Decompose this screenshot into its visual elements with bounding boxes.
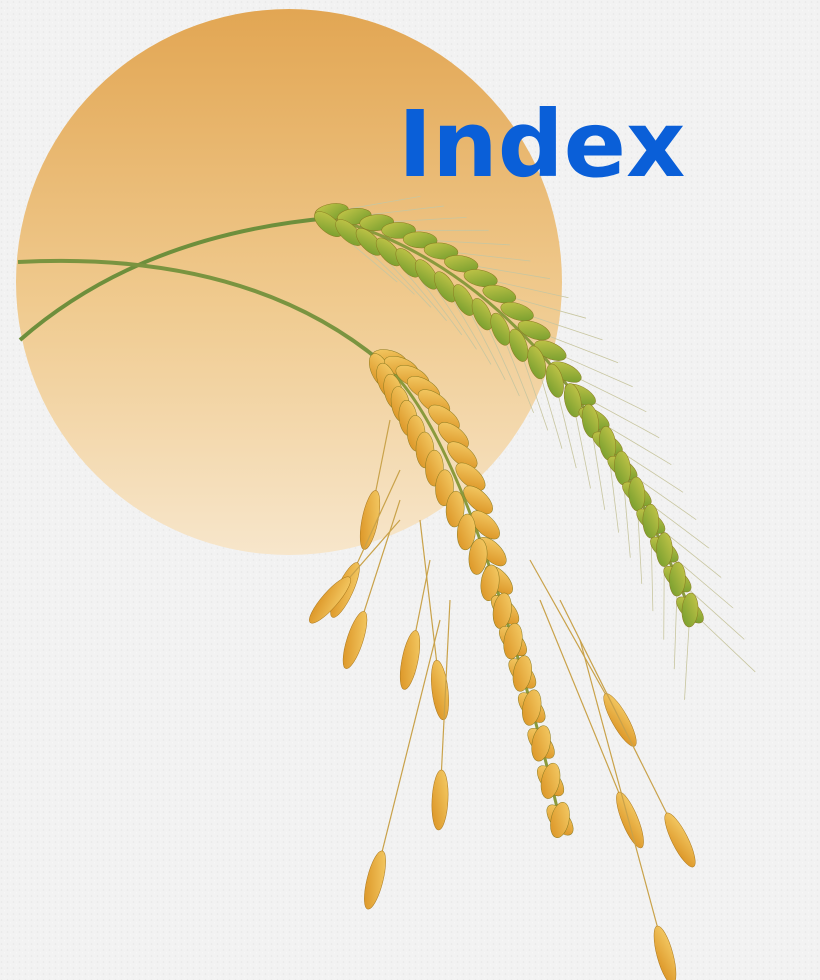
slide: Index [0,0,820,980]
grain [656,533,672,567]
page: Index (() => { const data = JSON.parse(d… [0,0,820,980]
slide-title: Index [398,91,685,198]
